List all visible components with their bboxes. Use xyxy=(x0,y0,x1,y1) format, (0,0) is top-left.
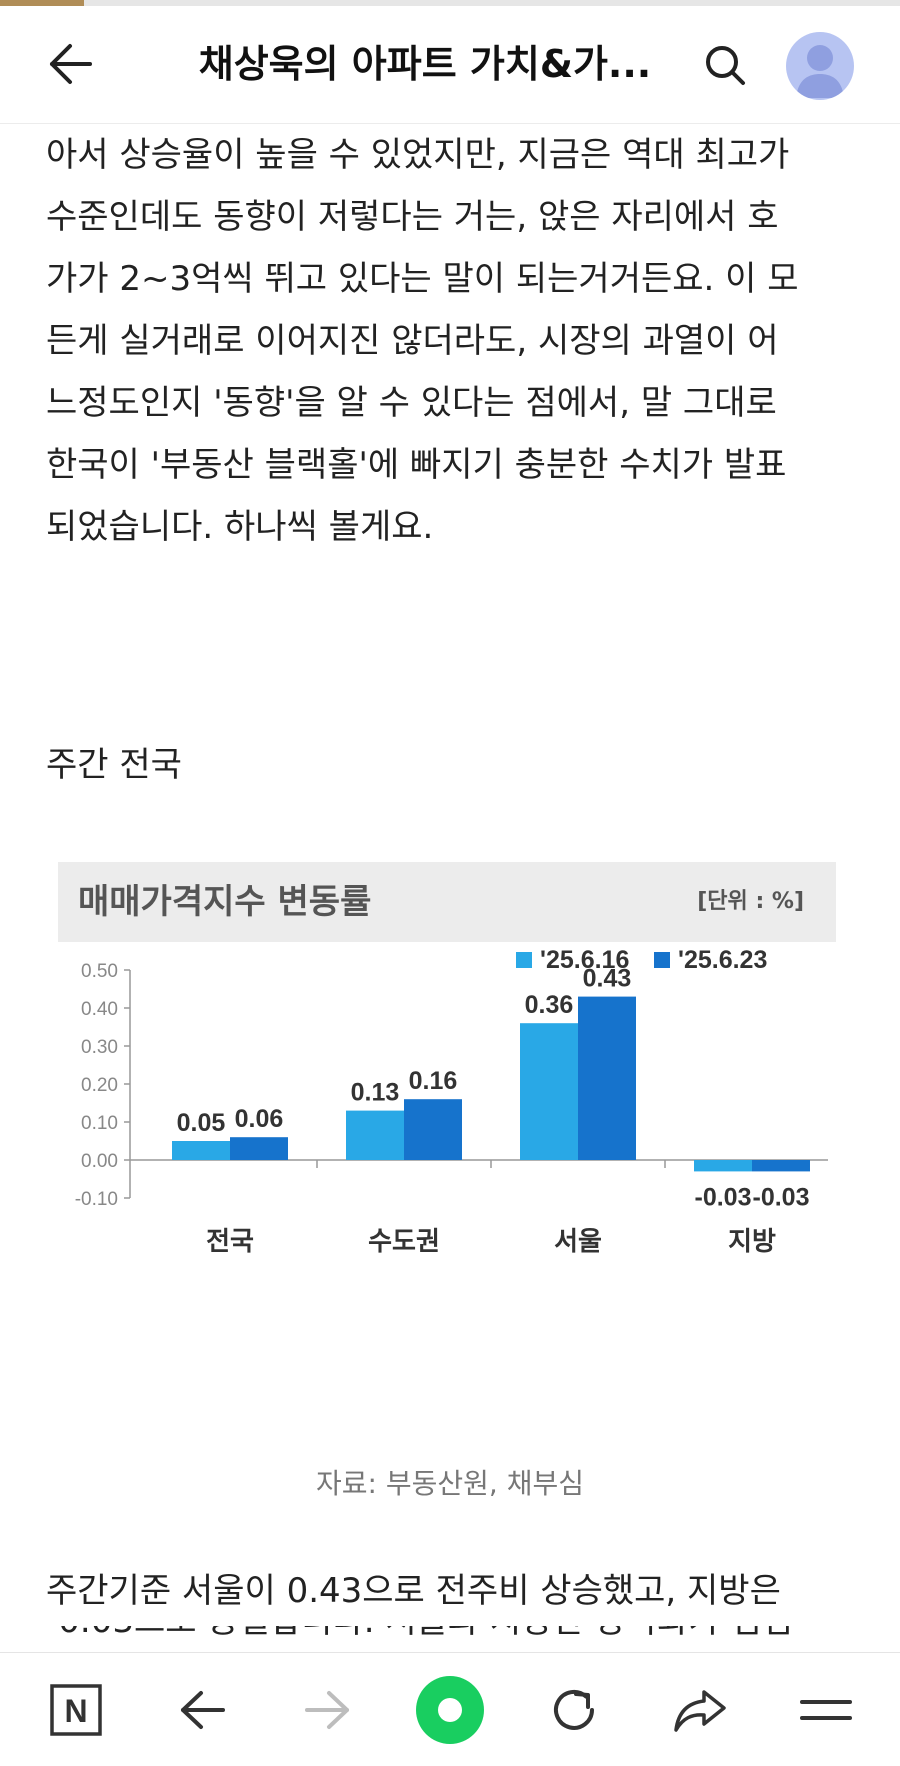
menu-button[interactable] xyxy=(786,1673,866,1747)
search-icon xyxy=(706,46,745,85)
chart-title: 매매가격지수 변동률 xyxy=(78,882,372,922)
article-paragraph: 주간기준 서울이 0.43으로 전주비 상승했고, 지방은 xyxy=(46,1571,781,1611)
category-label: 수도권 xyxy=(368,1227,440,1257)
category-label: 지방 xyxy=(728,1227,776,1257)
browser-back-button[interactable] xyxy=(162,1673,242,1747)
y-tick-label: 0.30 xyxy=(81,1037,118,1058)
paragraph-line: 가가 2~3억씩 뛰고 있다는 말이 되는거거든요. 이 모 xyxy=(46,259,799,299)
naver-home-button[interactable]: N xyxy=(36,1673,116,1747)
reading-progress-track xyxy=(0,0,900,6)
arrow-left-icon xyxy=(50,44,92,84)
bar-전국-1 xyxy=(230,1137,288,1160)
chart-unit: [단위 : %] xyxy=(697,889,804,914)
bar-지방-1 xyxy=(752,1160,810,1172)
paragraph-line: 수준인데도 동향이 저렇다는 거는, 앉은 자리에서 호 xyxy=(46,197,779,237)
legend-swatch xyxy=(654,952,670,968)
data-label: 0.05 xyxy=(177,1109,226,1137)
y-tick-label: 0.00 xyxy=(81,1151,118,1172)
bar-서울-0 xyxy=(520,1023,578,1160)
y-tick-label: 0.10 xyxy=(81,1113,118,1134)
chart-title-bar: 매매가격지수 변동률 [단위 : %] xyxy=(58,862,836,942)
user-avatar-icon xyxy=(796,45,844,98)
bottom-navigation: N xyxy=(0,1652,900,1766)
paragraph-line: 느정도인지 '동향'을 알 수 있다는 점에서, 말 그대로 xyxy=(46,383,777,423)
bar-수도권-1 xyxy=(404,1099,462,1160)
bar-전국-0 xyxy=(172,1141,230,1160)
menu-icon xyxy=(800,1700,852,1720)
refresh-icon xyxy=(554,1689,594,1730)
page-title: 채상욱의 아파트 가치&가... xyxy=(198,42,652,86)
category-label: 전국 xyxy=(206,1227,254,1257)
y-tick-label: 0.50 xyxy=(81,961,118,982)
article-body: 아서 상승율이 높을 수 있었지만, 지금은 역대 최고가 수준인데도 동향이 … xyxy=(46,124,866,558)
paragraph-line: 아서 상승율이 높을 수 있었지만, 지금은 역대 최고가 xyxy=(46,135,790,175)
search-button[interactable] xyxy=(694,34,756,96)
share-button[interactable] xyxy=(660,1673,740,1747)
browser-forward-button[interactable] xyxy=(288,1673,368,1747)
forward-icon xyxy=(305,1691,349,1729)
data-label: 0.13 xyxy=(351,1079,400,1107)
legend-label: '25.6.16 xyxy=(540,946,629,974)
price-index-chart: 매매가격지수 변동률 [단위 : %] 0.50 0.40 0.30 0.20 0.10… xyxy=(58,862,836,1430)
bar-지방-0 xyxy=(694,1160,752,1172)
paragraph-line: -0.03으로 동일합니다. 서울과 지방간 양극화가 심심 xyxy=(46,1626,866,1652)
article-paragraph-partial: -0.03으로 동일합니다. 서울과 지방간 양극화가 심심 xyxy=(46,1626,866,1652)
category-label: 서울 xyxy=(554,1227,602,1257)
legend-label: '25.6.23 xyxy=(678,946,767,974)
section-title: 주간 전국 xyxy=(46,745,182,785)
share-icon xyxy=(674,1690,726,1732)
svg-text:N: N xyxy=(64,1693,87,1729)
data-label: -0.03 xyxy=(695,1183,752,1211)
bar-서울-1 xyxy=(578,996,636,1160)
chart-plot: 0.50 0.40 0.30 0.20 0.10 0.00 -0.10 0.05 0.06 전국 0… xyxy=(75,946,828,1257)
article-paragraph: 아서 상승율이 높을 수 있었지만, 지금은 역대 최고가 수준인데도 동향이 … xyxy=(46,124,866,558)
back-button[interactable] xyxy=(30,28,110,100)
y-tick-label: -0.10 xyxy=(75,1189,118,1210)
refresh-button[interactable] xyxy=(534,1673,614,1747)
app-header: 채상욱의 아파트 가치&가... xyxy=(0,6,900,124)
data-label: 0.36 xyxy=(525,991,574,1019)
avatar[interactable] xyxy=(786,32,854,100)
bar-수도권-0 xyxy=(346,1110,404,1160)
y-tick-label: 0.40 xyxy=(81,999,118,1020)
data-label: 0.06 xyxy=(235,1105,284,1133)
green-dot-button[interactable] xyxy=(412,1673,488,1747)
reading-progress-fill xyxy=(0,0,84,6)
y-tick-label: 0.20 xyxy=(81,1075,118,1096)
paragraph-line: 되었습니다. 하나씩 볼게요. xyxy=(46,507,434,547)
legend-swatch xyxy=(516,952,532,968)
paragraph-line: 한국이 '부동산 블랙홀'에 빠지기 충분한 수치가 발표 xyxy=(46,445,787,485)
data-label: 0.43 xyxy=(583,965,632,993)
green-circle-icon xyxy=(416,1676,484,1744)
back-icon xyxy=(181,1691,225,1729)
image-caption: 자료: 부동산원, 채부심 xyxy=(316,1467,584,1500)
paragraph-line: 든게 실거래로 이어지진 않더라도, 시장의 과열이 어 xyxy=(46,321,779,361)
data-label: -0.03 xyxy=(753,1183,810,1211)
data-label: 0.16 xyxy=(409,1067,458,1095)
naver-home-icon: N xyxy=(50,1684,102,1736)
